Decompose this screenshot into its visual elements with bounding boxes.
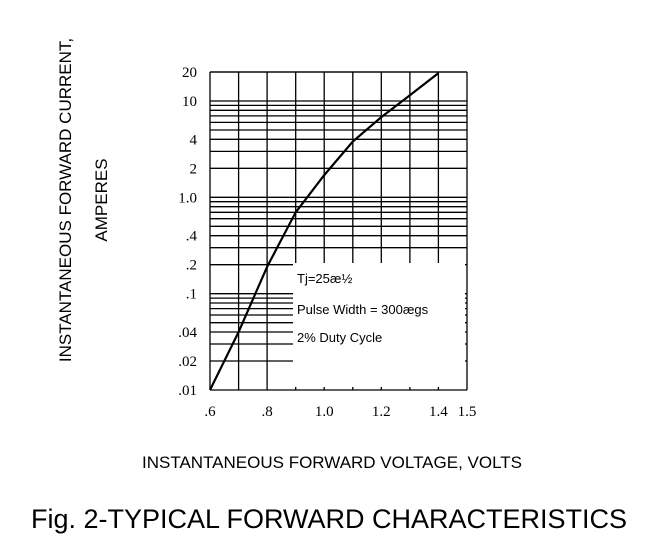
x-tick-label: 1.2	[372, 404, 391, 420]
y-tick-label: .1	[186, 287, 197, 303]
forward-current-curve	[209, 72, 440, 391]
y-tick-label: 4	[190, 132, 198, 148]
y-axis-title-line2: AMPERES	[92, 158, 111, 241]
annotation-background	[293, 263, 465, 387]
y-tick-label: .01	[178, 383, 197, 399]
y-tick-label: .4	[186, 229, 198, 245]
x-tick-label: 1.5	[458, 404, 477, 420]
y-tick-label: .04	[178, 325, 197, 341]
tick-labels: .6 .8 1.0 1.2 1.4 1.5 20 10 4 2 1.0 .4 .2 .1 .04 .02 .01	[178, 65, 476, 420]
y-tick-label: .2	[186, 258, 197, 274]
x-tick-label: .8	[261, 404, 272, 420]
y-axis-title-line1: INSTANTANEOUS FORWARD CURRENT,	[56, 38, 75, 362]
forward-characteristics-chart: Tj=25æ½ Pulse Width = 300ægs 2% Duty Cyc…	[56, 38, 522, 472]
x-tick-label: 1.0	[315, 404, 334, 420]
y-tick-label: 20	[182, 65, 197, 81]
x-axis-title: INSTANTANEOUS FORWARD VOLTAGE, VOLTS	[142, 453, 522, 472]
curve-layer	[209, 72, 440, 391]
y-tick-label: 10	[182, 94, 197, 110]
annotation-pulse-width: Pulse Width = 300ægs	[297, 302, 429, 317]
annotation-duty-cycle: 2% Duty Cycle	[297, 330, 382, 345]
y-tick-label: 2	[190, 161, 198, 177]
y-tick-label: 1.0	[178, 190, 197, 206]
annotation-temperature: Tj=25æ½	[297, 271, 352, 286]
x-tick-label: .6	[204, 404, 216, 420]
figure-caption: Fig. 2-TYPICAL FORWARD CHARACTERISTICS	[30, 504, 628, 534]
annotation-box: Tj=25æ½ Pulse Width = 300ægs 2% Duty Cyc…	[293, 263, 465, 387]
y-tick-label: .02	[178, 354, 197, 370]
x-tick-label: 1.4	[429, 404, 448, 420]
